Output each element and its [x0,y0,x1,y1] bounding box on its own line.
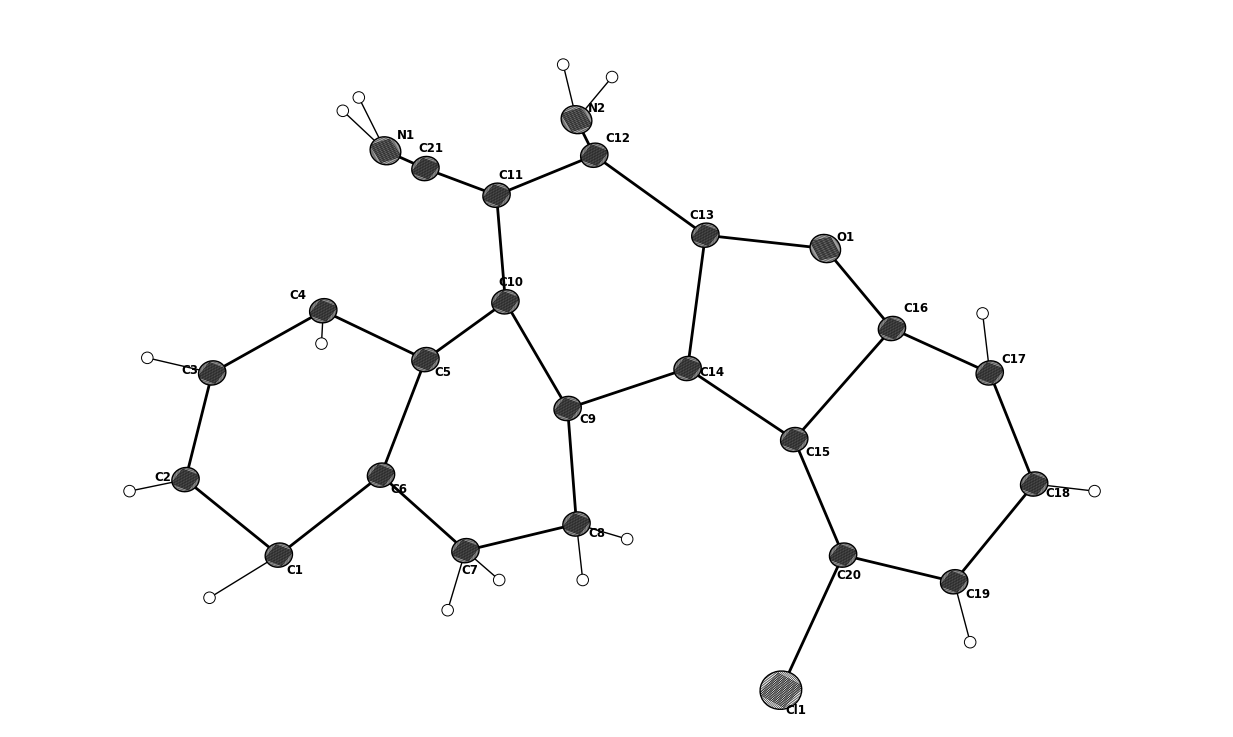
Text: C5: C5 [434,366,451,379]
Ellipse shape [1089,486,1100,497]
Text: C19: C19 [965,588,991,601]
Ellipse shape [370,137,401,165]
Text: C20: C20 [836,569,861,581]
Text: C16: C16 [904,302,928,315]
Ellipse shape [964,637,977,648]
Text: C3: C3 [181,364,199,377]
Ellipse shape [309,298,337,323]
Ellipse shape [493,574,506,586]
Text: N2: N2 [588,102,607,115]
Text: C17: C17 [1001,353,1026,366]
Ellipse shape [412,347,439,371]
Text: C10: C10 [498,276,523,288]
Ellipse shape [830,543,857,567]
Text: C11: C11 [498,169,523,182]
Ellipse shape [492,290,519,314]
Ellipse shape [142,352,153,363]
Ellipse shape [977,361,1004,385]
Text: C7: C7 [461,565,478,577]
Ellipse shape [674,357,702,380]
Ellipse shape [353,91,365,103]
Text: C13: C13 [689,209,714,222]
Text: C14: C14 [699,366,724,379]
Ellipse shape [367,463,395,487]
Ellipse shape [810,234,841,262]
Ellipse shape [412,156,439,181]
Ellipse shape [199,361,226,385]
Ellipse shape [1021,472,1048,496]
Ellipse shape [265,543,292,567]
Ellipse shape [554,397,581,421]
Ellipse shape [171,467,200,492]
Ellipse shape [451,539,480,563]
Ellipse shape [483,183,510,207]
Text: C6: C6 [390,483,407,497]
Text: C2: C2 [154,471,171,484]
Text: C9: C9 [580,413,597,426]
Text: C8: C8 [588,527,605,540]
Ellipse shape [203,592,216,604]
Ellipse shape [577,574,588,586]
Ellipse shape [441,604,454,616]
Text: N1: N1 [397,129,416,142]
Ellipse shape [878,316,905,340]
Text: C15: C15 [806,446,831,459]
Ellipse shape [941,570,968,594]
Ellipse shape [562,512,591,536]
Ellipse shape [581,143,608,167]
Ellipse shape [337,105,349,116]
Ellipse shape [692,223,719,248]
Ellipse shape [561,105,592,133]
Text: C18: C18 [1046,487,1070,500]
Ellipse shape [123,486,136,497]
Ellipse shape [977,307,989,319]
Ellipse shape [607,71,618,83]
Ellipse shape [316,338,327,349]
Ellipse shape [780,427,808,452]
Text: O1: O1 [836,231,854,244]
Text: C21: C21 [418,142,444,156]
Ellipse shape [557,59,568,70]
Text: C12: C12 [605,132,631,144]
Ellipse shape [621,534,633,545]
Text: C4: C4 [290,289,307,302]
Ellipse shape [760,671,801,709]
Text: C1: C1 [286,565,303,577]
Text: Cl1: Cl1 [785,704,806,717]
